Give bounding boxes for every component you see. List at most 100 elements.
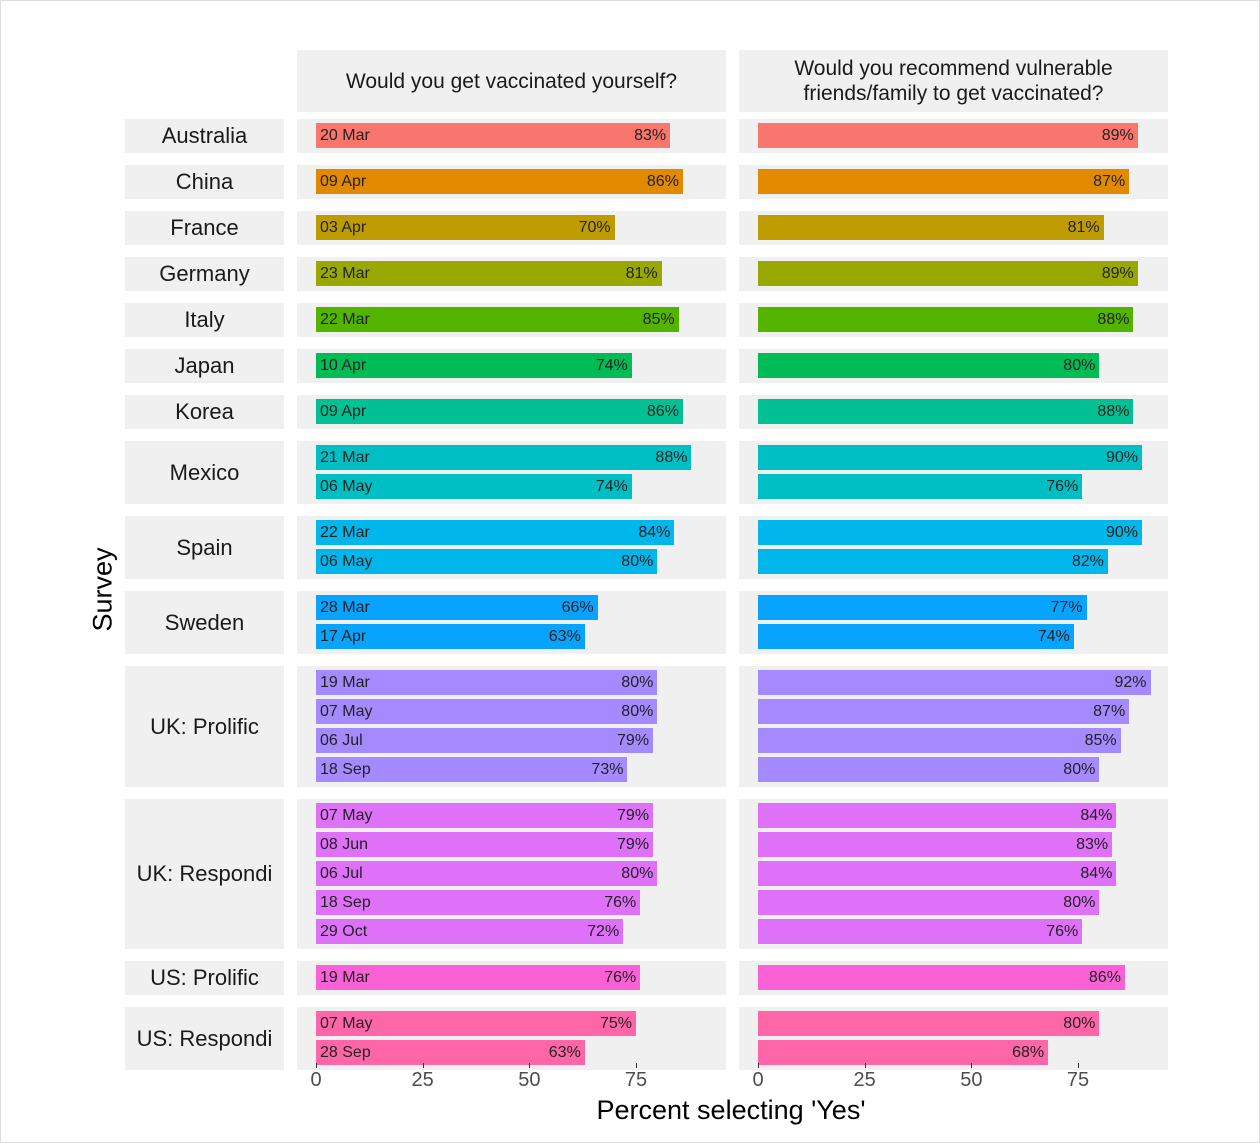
value-label: 74%: [595, 478, 628, 495]
bar: [758, 215, 1104, 240]
value-label: 79%: [617, 807, 650, 824]
date-label: 28 Sep: [320, 1044, 371, 1061]
bar: [316, 353, 632, 378]
strip-label: Korea: [125, 395, 284, 429]
bar: [316, 399, 683, 424]
value-label: 89%: [1101, 127, 1134, 144]
value-label: 80%: [1063, 894, 1096, 911]
bar: [758, 919, 1083, 944]
value-label: 76%: [604, 969, 637, 986]
strip-label: UK: Respondi: [125, 799, 284, 949]
date-label: 08 Jun: [320, 836, 369, 853]
bar: [758, 699, 1130, 724]
bar: [758, 1040, 1049, 1065]
bar: [758, 803, 1117, 828]
bar: [316, 861, 658, 886]
value-label: 76%: [1046, 478, 1079, 495]
value-label: 80%: [1063, 761, 1096, 778]
value-label: 77%: [1050, 599, 1083, 616]
bar: [316, 965, 641, 990]
bar: [758, 670, 1151, 695]
strip-label: Germany: [125, 257, 284, 291]
x-tick: [316, 1063, 317, 1068]
bar: [758, 169, 1130, 194]
bar: [758, 728, 1121, 753]
strip-label: Sweden: [125, 591, 284, 654]
value-label: 79%: [617, 732, 650, 749]
date-label: 28 Mar: [320, 599, 370, 616]
date-label: 29 Oct: [320, 923, 368, 940]
value-label: 90%: [1105, 449, 1138, 466]
bar: [758, 353, 1100, 378]
value-label: 84%: [1080, 865, 1113, 882]
value-label: 88%: [1097, 311, 1130, 328]
value-label: 63%: [548, 628, 581, 645]
bar: [316, 123, 671, 148]
value-label: 74%: [1037, 628, 1070, 645]
bar: [316, 595, 598, 620]
bar: [316, 757, 628, 782]
x-tick: [864, 1063, 866, 1068]
value-label: 81%: [625, 265, 658, 282]
value-label: 81%: [1067, 219, 1100, 236]
bar: [316, 520, 675, 545]
x-tick-label: 0: [752, 1069, 764, 1091]
date-label: 22 Mar: [320, 311, 370, 328]
x-tick: [422, 1063, 424, 1068]
bar: [758, 474, 1083, 499]
bar: [316, 670, 658, 695]
x-tick: [971, 1063, 973, 1068]
date-label: 23 Mar: [320, 265, 370, 282]
value-label: 88%: [655, 449, 688, 466]
bar: [758, 445, 1142, 470]
bar: [758, 595, 1087, 620]
strip-label: Japan: [125, 349, 284, 383]
value-label: 80%: [1063, 1015, 1096, 1032]
value-label: 74%: [595, 357, 628, 374]
strip-label: China: [125, 165, 284, 199]
value-label: 80%: [621, 553, 654, 570]
value-label: 83%: [634, 127, 667, 144]
date-label: 07 May: [320, 703, 373, 720]
value-label: 79%: [617, 836, 650, 853]
value-label: 90%: [1105, 524, 1138, 541]
strip-label: Australia: [125, 119, 284, 153]
value-label: 72%: [587, 923, 620, 940]
value-label: 88%: [1097, 403, 1130, 420]
value-label: 92%: [1114, 674, 1147, 691]
date-label: 07 May: [320, 807, 373, 824]
bar: [758, 261, 1138, 286]
bar: [316, 624, 585, 649]
strip-label: Mexico: [125, 441, 284, 504]
bar: [316, 215, 615, 240]
value-label: 89%: [1101, 265, 1134, 282]
bar: [316, 445, 692, 470]
value-label: 86%: [646, 403, 679, 420]
value-label: 87%: [1093, 703, 1126, 720]
bar: [316, 728, 654, 753]
bar: [316, 169, 683, 194]
value-label: 73%: [591, 761, 624, 778]
value-label: 63%: [548, 1044, 581, 1061]
bar: [758, 520, 1142, 545]
bar: [316, 699, 658, 724]
date-label: 09 Apr: [320, 403, 367, 420]
bar: [316, 261, 662, 286]
value-label: 80%: [1063, 357, 1096, 374]
date-label: 06 May: [320, 553, 373, 570]
date-label: 06 Jul: [320, 732, 363, 749]
date-label: 06 Jul: [320, 865, 363, 882]
bar: [316, 474, 632, 499]
value-label: 83%: [1076, 836, 1109, 853]
bar: [316, 832, 654, 857]
bar: [758, 624, 1074, 649]
bar: [758, 965, 1125, 990]
date-label: 19 Mar: [320, 674, 370, 691]
panel-header-self: Would you get vaccinated yourself?: [297, 50, 726, 112]
bar: [316, 307, 679, 332]
date-label: 10 Apr: [320, 357, 367, 374]
x-tick: [1078, 1063, 1079, 1068]
value-label: 86%: [646, 173, 679, 190]
x-tick: [529, 1063, 531, 1068]
